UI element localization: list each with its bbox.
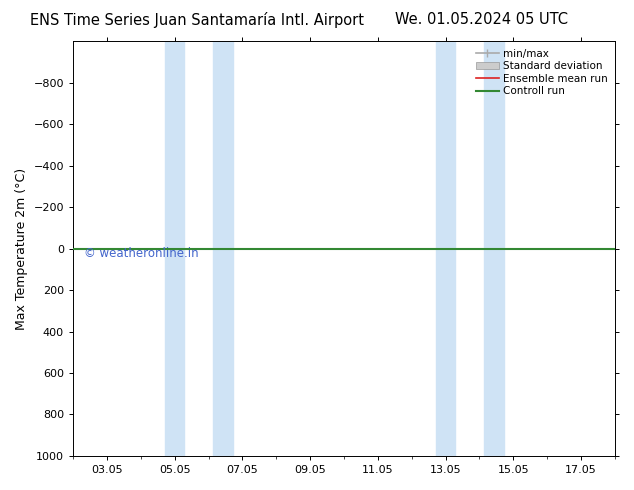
Bar — [165, 41, 184, 456]
Text: We. 01.05.2024 05 UTC: We. 01.05.2024 05 UTC — [396, 12, 568, 27]
Text: ENS Time Series Juan Santamaría Intl. Airport: ENS Time Series Juan Santamaría Intl. Ai… — [30, 12, 363, 28]
Bar — [484, 41, 503, 456]
Legend: min/max, Standard deviation, Ensemble mean run, Controll run: min/max, Standard deviation, Ensemble me… — [472, 44, 612, 100]
Y-axis label: Max Temperature 2m (°C): Max Temperature 2m (°C) — [15, 168, 28, 330]
Bar — [436, 41, 455, 456]
Bar — [213, 41, 233, 456]
Text: © weatheronline.in: © weatheronline.in — [84, 246, 198, 260]
